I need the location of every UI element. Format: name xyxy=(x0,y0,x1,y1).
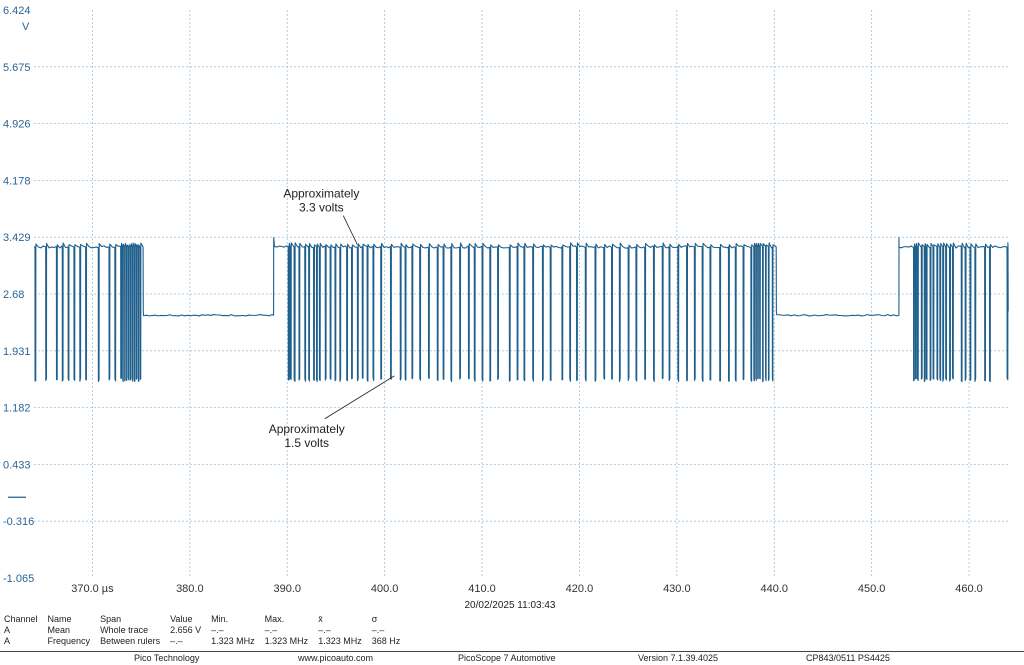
oscilloscope-chart: 6.424 5.675 4.926 4.178 3.429 2.68 1.931 1.182 0… xyxy=(3,5,1009,595)
y-tick-label: 3.429 xyxy=(3,232,31,244)
y-tick-label: 1.931 xyxy=(3,346,31,358)
header-cell: Span xyxy=(100,614,122,624)
x-tick-label: 400.0 xyxy=(371,583,399,595)
x-tick-label: 430.0 xyxy=(663,583,691,595)
x-tick-label: 370.0 µs xyxy=(71,583,114,595)
annotation-text: 3.3 volts xyxy=(299,201,344,215)
cell: –.– xyxy=(211,625,224,635)
cell: –.– xyxy=(318,625,331,635)
y-tick-label: 5.675 xyxy=(3,62,31,74)
cell: 1.323 MHz xyxy=(264,636,309,646)
cell: A xyxy=(4,625,11,635)
measurement-row[interactable]: A Frequency Between rulers –.– 1.323 MHz… xyxy=(4,636,410,647)
x-tick-label: 440.0 xyxy=(760,583,788,595)
cell: –.– xyxy=(170,636,183,646)
footer-website[interactable]: www.picoauto.com xyxy=(298,653,374,663)
capture-timestamp: 20/02/2025 11:03:43 xyxy=(464,600,556,611)
y-unit-label: V xyxy=(22,21,30,33)
header-cell: Name xyxy=(47,614,72,624)
measurements-table[interactable]: Channel Name Span Value Min. Max. x̄ σ A… xyxy=(4,614,410,647)
cell: Between rulers xyxy=(100,636,161,646)
y-tick-label: 4.926 xyxy=(3,119,31,131)
annotation-text: 1.5 volts xyxy=(284,436,329,450)
header-cell: Max. xyxy=(264,614,285,624)
header-cell: Channel xyxy=(4,614,38,624)
cell: –.– xyxy=(371,625,385,635)
x-tick-label: 390.0 xyxy=(273,583,301,595)
cell: Mean xyxy=(47,625,71,635)
grid xyxy=(34,10,1008,578)
footer-device: CP843/0511 PS4425 xyxy=(806,653,890,663)
y-tick-label: -0.316 xyxy=(3,516,34,528)
header-cell: Min. xyxy=(211,614,229,624)
x-axis-ticks: 370.0 µs 380.0 390.0 400.0 410.0 420.0 430.0 44… xyxy=(71,583,983,595)
cell: A xyxy=(4,636,11,646)
footer-version: Version 7.1.39.4025 xyxy=(638,653,719,663)
channel-a-trace xyxy=(33,237,1009,383)
x-tick-label: 460.0 xyxy=(955,583,983,595)
header-cell: x̄ xyxy=(318,614,323,624)
header-cell: σ xyxy=(371,614,378,624)
cell: 2.656 V xyxy=(170,625,202,635)
y-tick-label: 1.182 xyxy=(3,403,31,415)
x-tick-label: 420.0 xyxy=(566,583,594,595)
cell: 1.323 MHz xyxy=(211,636,255,646)
trace-path xyxy=(33,237,1009,383)
y-axis-ticks: 6.424 5.675 4.926 4.178 3.429 2.68 1.931 1.182 0… xyxy=(3,5,34,585)
x-tick-label: 410.0 xyxy=(468,583,496,595)
annotation-text: Approximately xyxy=(283,187,359,201)
status-footer: Pico Technology www.picoauto.com PicoSco… xyxy=(0,651,1024,665)
y-tick-label: -1.065 xyxy=(3,573,34,585)
annotation-leader-line xyxy=(342,215,358,245)
footer-product: PicoScope 7 Automotive xyxy=(458,653,556,663)
cell: –.– xyxy=(264,625,278,635)
cell: Whole trace xyxy=(100,625,149,635)
y-tick-label: 2.68 xyxy=(3,289,24,301)
y-tick-label: 6.424 xyxy=(3,5,31,17)
cell: Frequency xyxy=(47,636,91,646)
y-tick-label: 0.433 xyxy=(3,459,31,471)
footer-company: Pico Technology xyxy=(134,653,200,663)
cell: 1.323 MHz xyxy=(318,636,362,646)
header-cell: Value xyxy=(170,614,193,624)
x-tick-label: 450.0 xyxy=(858,583,886,595)
measurements-header-row: Channel Name Span Value Min. Max. x̄ σ xyxy=(4,614,410,625)
measurement-row[interactable]: A Mean Whole trace 2.656 V –.– –.– –.– –… xyxy=(4,625,410,636)
cell: 368 Hz xyxy=(371,636,401,646)
annotation-leader-line xyxy=(324,375,395,420)
y-tick-label: 4.178 xyxy=(3,175,31,187)
x-tick-label: 380.0 xyxy=(176,583,204,595)
annotation-text: Approximately xyxy=(269,422,345,436)
